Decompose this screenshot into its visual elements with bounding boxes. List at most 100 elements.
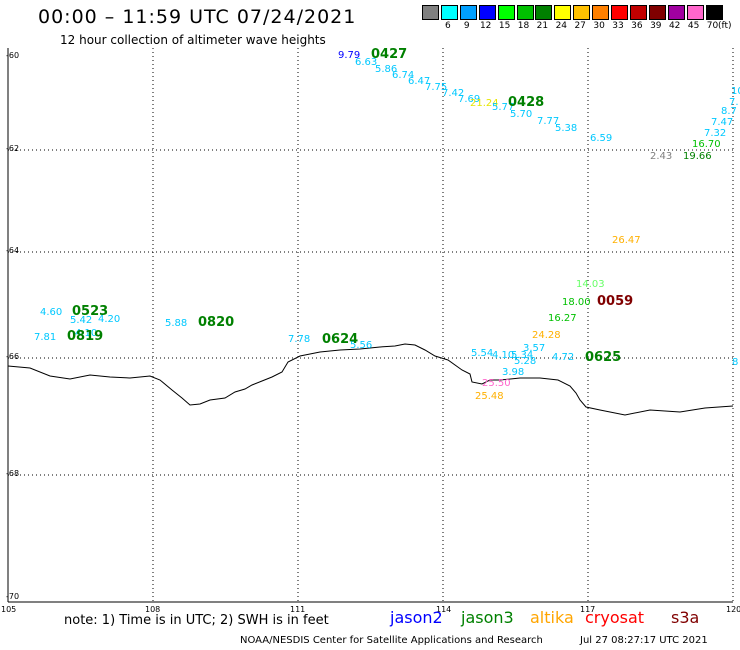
pass-time-label: 0428 [508,95,545,110]
wave-height-value: 16.70 [692,139,721,150]
color-scale-swatch [440,5,458,20]
pass-time-label: 0523 [72,304,109,319]
wave-height-value: 5.28 [514,356,537,367]
color-scale-label: 36 [631,21,643,31]
longitude-label: 120 [726,605,740,614]
color-scale-label: 18 [517,21,530,31]
color-scale-swatch [686,5,704,20]
longitude-label: 117 [580,605,596,614]
timestamp-text: Jul 27 08:27:17 UTC 2021 [580,635,708,646]
longitude-label: 108 [145,605,161,614]
wave-height-value: 5.38 [555,123,578,134]
color-scale-label: 6 [445,21,451,31]
wave-height-value: 5.70 [510,109,533,120]
wave-height-value: 7.75 [425,82,448,93]
wave-height-value: 7.69 [458,94,481,105]
legend-altika: altika [530,608,574,627]
credit-text: NOAA/NESDIS Center for Satellite Applica… [240,635,543,646]
map-frame [7,48,733,603]
latitude-label: -60 [6,51,20,60]
color-scale-swatch [516,5,534,20]
wave-height-value: 5.77 [492,102,515,113]
map-title: 00:00 – 11:59 UTC 07/24/2021 [38,6,357,28]
longitude-label: 111 [290,605,306,614]
pass-time-label: 0820 [198,315,235,330]
wave-height-value: 5.42 [70,315,93,326]
color-scale-label: 42 [668,21,681,31]
color-scale-swatch [535,5,553,20]
wave-height-value: 3.57 [523,343,546,354]
wave-height-value: 5.34 [511,350,534,361]
wave-height-value: 6.63 [355,57,378,68]
color-scale-label: 39 [650,21,662,31]
wave-height-value: 16.27 [548,313,577,324]
wave-height-value: 7.81 [34,332,57,343]
color-scale-label: 24 [555,21,568,31]
wave-height-value: 21.24 [470,98,499,109]
color-scale-label: 12 [479,21,492,31]
color-scale-swatch [648,5,666,20]
pass-time-label: 0059 [597,294,634,309]
color-scale-label: 21 [536,21,549,31]
color-scale-swatch [629,5,647,20]
color-scale-swatch [422,5,439,20]
map-subtitle: 12 hour collection of altimeter wave hei… [60,33,326,47]
color-scale-label: 9 [463,21,470,31]
graticule [8,48,734,602]
color-scale-label: 27 [574,21,586,31]
color-scale-label: 15 [498,21,511,31]
latitude-label: -62 [6,144,20,153]
latitude-label: -66 [6,352,20,361]
wave-height-value: 4.60 [40,307,63,318]
color-scale-swatch [497,5,515,20]
wave-height-value: 4.20 [98,314,121,325]
wave-height-value: 2.43 [650,151,673,162]
wave-height-value: 5.54 [471,348,494,359]
legend-s3a: s3a [671,608,700,627]
wave-height-value: 25.48 [475,391,504,402]
color-scale-label: 45 [687,21,700,31]
legend-jason2: jason2 [390,608,443,627]
wave-height-value: 5.56 [350,340,373,351]
wave-height-value: 6.74 [392,70,415,81]
pass-time-label: 0624 [322,332,359,347]
color-scale-swatch [573,5,591,20]
wave-height-value: 9.79 [338,50,361,61]
wave-height-value: 10 [731,86,740,97]
color-scale-swatch [667,5,685,20]
wave-height-value: 6.47 [408,76,431,87]
color-scale-swatch [459,5,477,20]
wave-height-value: 8 [732,357,739,368]
color-scale-label: 70 [706,21,719,31]
color-scale-swatch [554,5,572,20]
wave-height-value: 18.00 [562,297,591,308]
legend-jason3: jason3 [461,608,514,627]
latitude-label: -64 [6,246,20,255]
wave-height-value: 25.50 [482,378,511,389]
wave-height-value: 4.10 [492,350,515,361]
pass-time-label: 0427 [371,47,408,62]
color-scale-swatch [705,5,723,20]
color-scale-label: 30 [593,21,605,31]
latitude-label: -68 [6,469,20,478]
wave-height-value: 5.86 [375,64,398,75]
wave-height-value: 14.03 [576,279,605,290]
antarctic-coastline [7,343,734,416]
wave-height-value: 7.77 [537,116,560,127]
wave-height-value: 4.72 [552,352,575,363]
legend-cryosat: cryosat [585,608,645,627]
color-scale-label: 33 [612,21,624,31]
wave-height-value: 7.42 [442,88,465,99]
color-scale-unit: (ft) [718,21,732,31]
wave-height-value: 5.88 [165,318,188,329]
pass-time-label: 0819 [67,329,104,344]
wave-height-value: 7. [729,97,739,108]
wave-height-value: 7.47 [711,117,734,128]
pass-time-label: 0625 [585,350,622,365]
wave-height-value: 7.32 [704,128,727,139]
color-scale-swatch [611,5,628,20]
longitude-label: 114 [436,605,452,614]
wave-height-value: 3.98 [502,367,525,378]
longitude-label: 105 [1,605,17,614]
